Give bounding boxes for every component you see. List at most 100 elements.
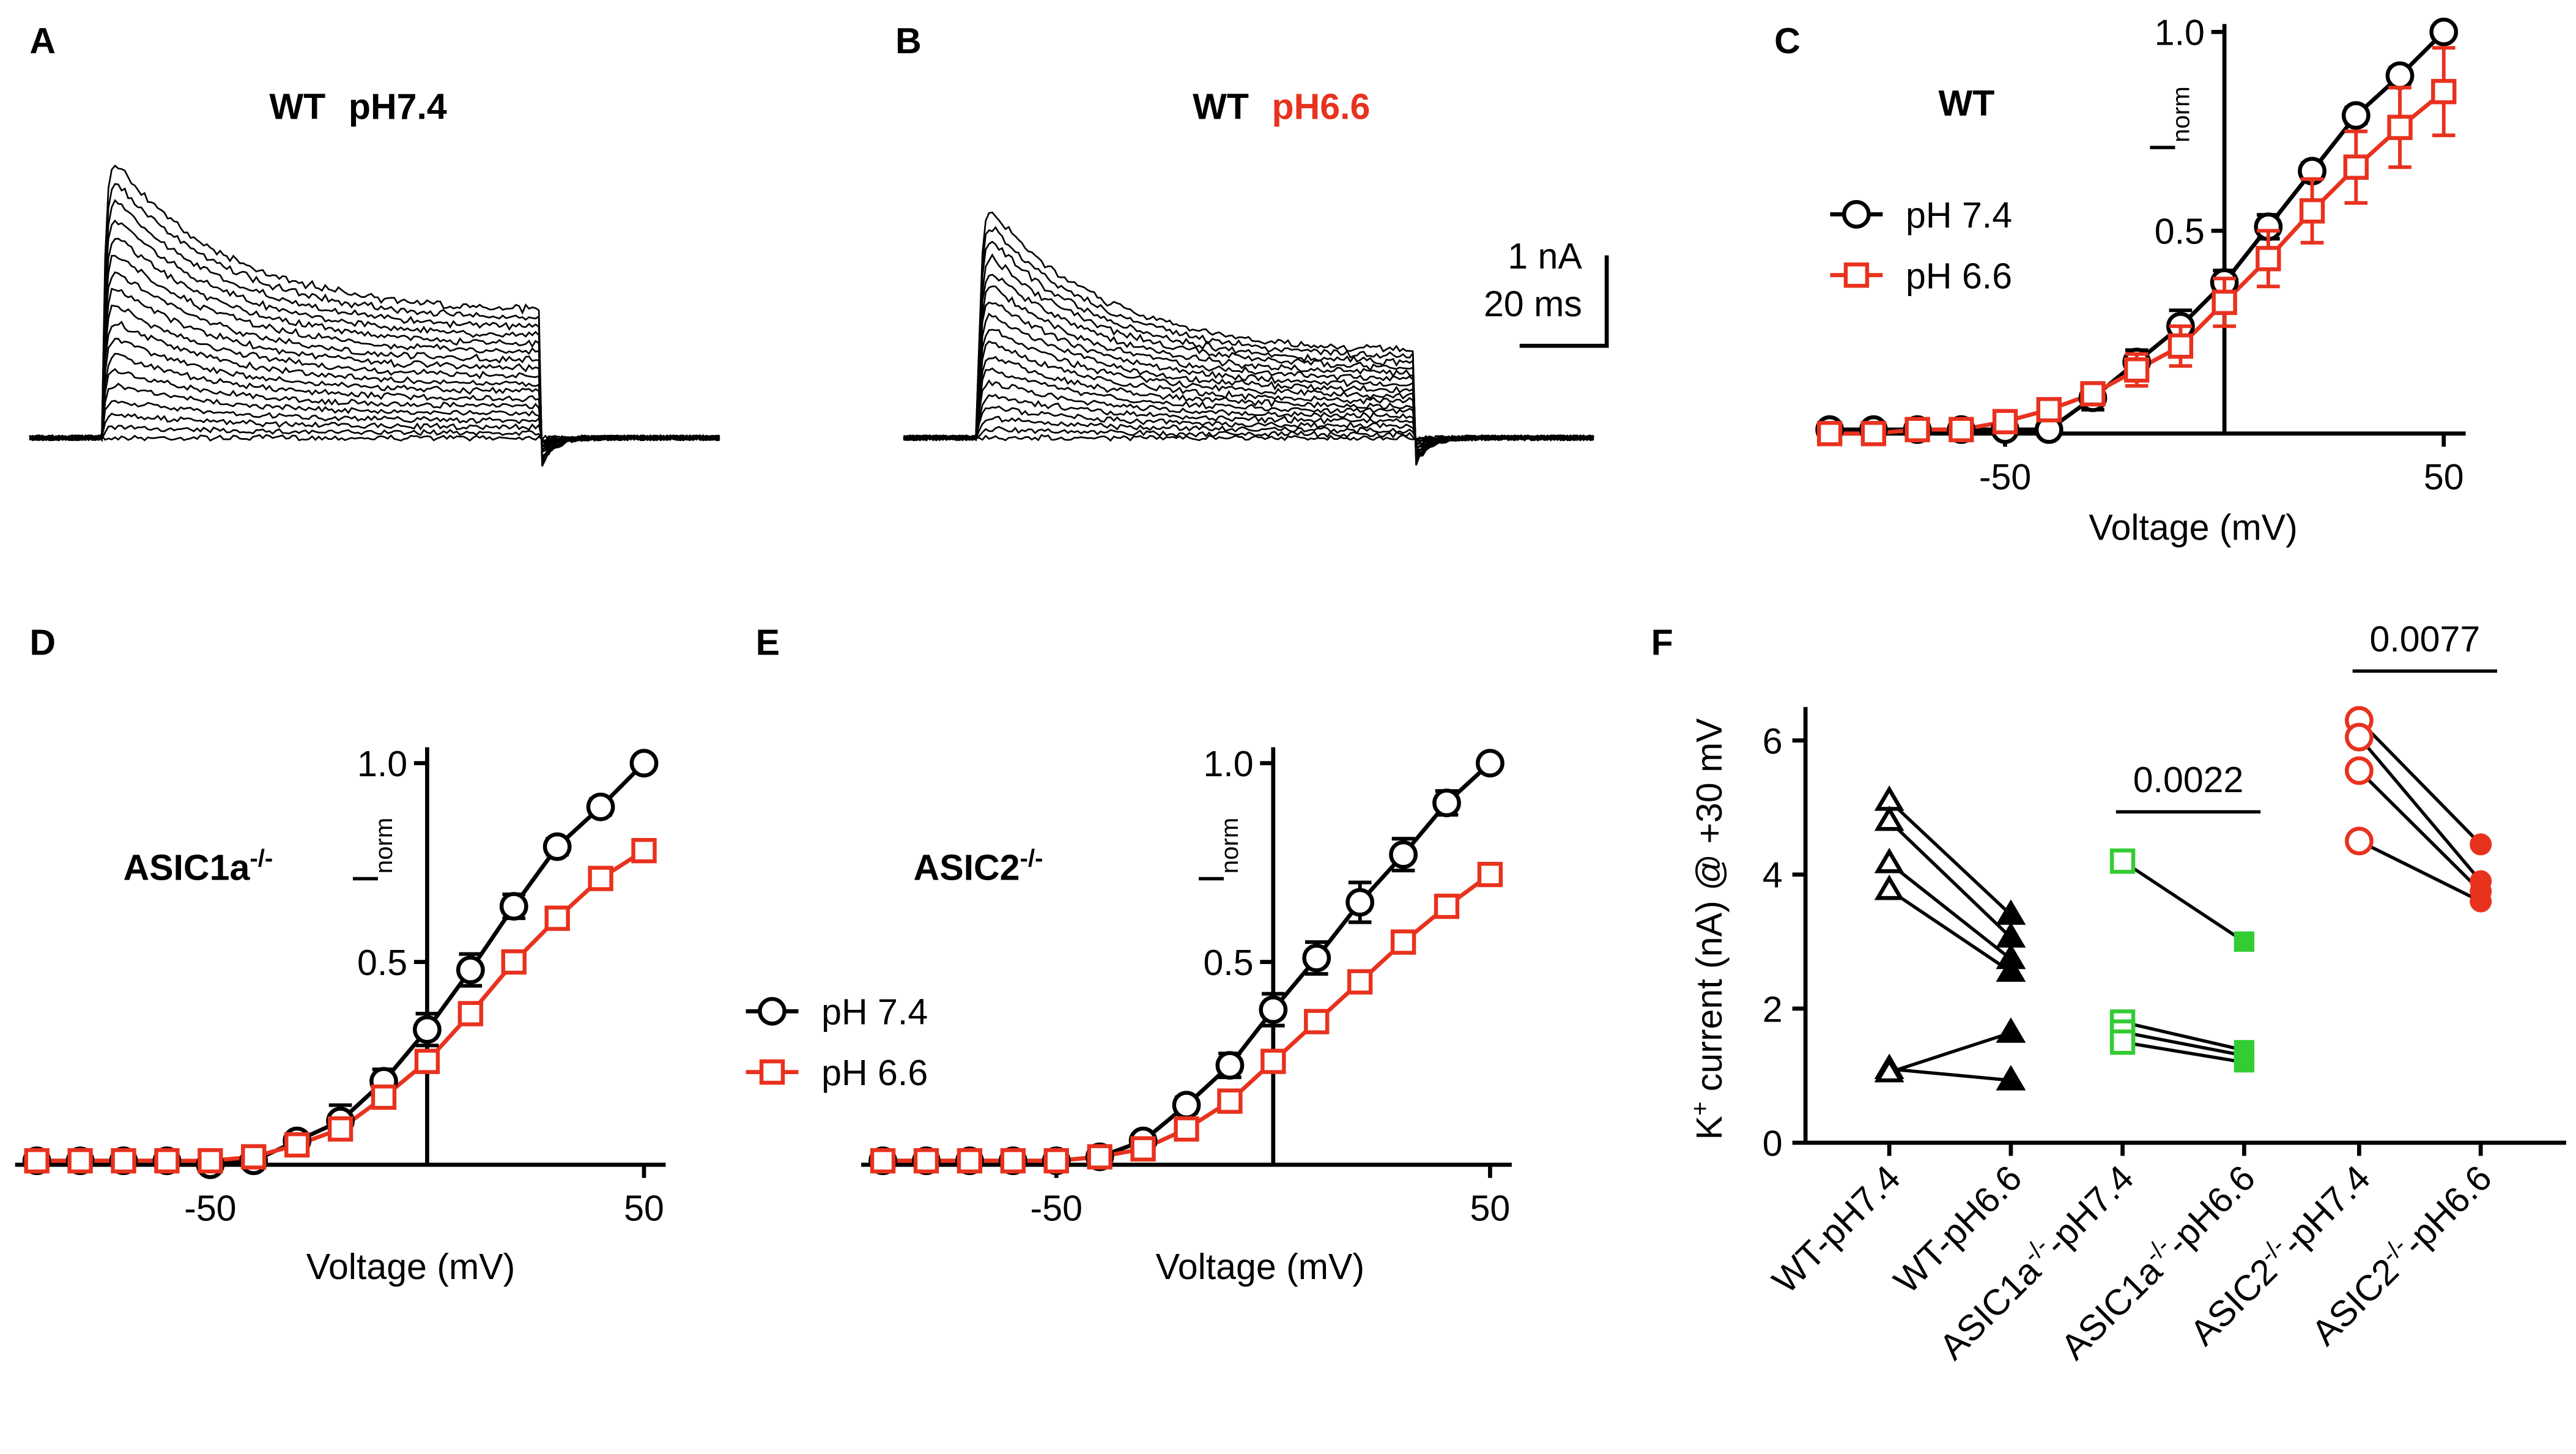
trace bbox=[29, 164, 720, 467]
data-point bbox=[1347, 969, 1373, 995]
data-point bbox=[1904, 417, 1930, 442]
text-part: ASIC2 bbox=[914, 847, 1020, 888]
data-point bbox=[631, 837, 657, 864]
text-part: pH7.4 bbox=[349, 87, 447, 127]
connector bbox=[1888, 861, 2012, 960]
data-point bbox=[1260, 1048, 1286, 1074]
legend-marker bbox=[1842, 200, 1871, 229]
trace bbox=[29, 321, 720, 450]
text-part: WT-pH7.4 bbox=[1764, 1157, 1908, 1301]
data-point bbox=[499, 892, 528, 921]
connector bbox=[2358, 736, 2482, 883]
trace bbox=[29, 237, 720, 461]
y-axis-label: Inorm bbox=[1191, 818, 1243, 884]
data-point bbox=[957, 1148, 983, 1174]
data-point bbox=[1174, 1116, 1199, 1142]
data-point bbox=[67, 1148, 93, 1174]
data-point bbox=[2431, 79, 2457, 105]
scale-bar bbox=[1519, 255, 1609, 348]
text-part: ASIC1a bbox=[1931, 1251, 2048, 1368]
data-point bbox=[501, 949, 527, 975]
data-point bbox=[327, 1116, 353, 1142]
connector bbox=[2358, 719, 2482, 846]
text-part: current (nA) @ +30 mV bbox=[1689, 718, 1730, 1102]
y-tick-label: 6 bbox=[1763, 721, 1783, 762]
y-tick-label: 2 bbox=[1763, 989, 1783, 1029]
x-tick-label: 50 bbox=[2424, 457, 2464, 497]
text-part: + bbox=[1686, 1102, 1714, 1116]
panel-title: ASIC1a-/- bbox=[123, 844, 273, 888]
connector bbox=[2358, 839, 2482, 903]
y-tick-label: 1.0 bbox=[2155, 13, 2205, 53]
data-point bbox=[1043, 1148, 1069, 1174]
data-point bbox=[2385, 61, 2415, 91]
data-point bbox=[371, 1084, 397, 1110]
data-point bbox=[457, 1001, 484, 1026]
connector bbox=[1889, 1067, 2012, 1082]
legend-marker bbox=[1843, 262, 1870, 288]
panel-letter: C bbox=[1774, 21, 1801, 61]
data-point bbox=[2345, 826, 2374, 856]
panel-title: WT pH7.4 bbox=[269, 87, 446, 127]
text-part: I bbox=[2143, 143, 2183, 152]
connector bbox=[1888, 888, 2012, 973]
data-point bbox=[2234, 931, 2255, 952]
text-part: ASIC2 bbox=[2304, 1251, 2406, 1353]
scale-label: 20 ms bbox=[1484, 284, 1582, 324]
trace bbox=[29, 199, 720, 463]
p-value: 0.0077 bbox=[2370, 619, 2481, 659]
data-point bbox=[1949, 417, 1974, 442]
y-tick-label: 0.5 bbox=[357, 943, 407, 983]
y-tick-label: 0.5 bbox=[1203, 943, 1253, 983]
text-part: pH6.6 bbox=[1272, 87, 1371, 127]
data-point bbox=[1996, 1017, 2026, 1043]
panel-letter: A bbox=[29, 21, 56, 61]
x-axis-label: Voltage (mV) bbox=[2089, 507, 2298, 547]
data-point bbox=[2167, 333, 2194, 359]
connector bbox=[1889, 1031, 2012, 1074]
data-point bbox=[1000, 1148, 1026, 1174]
text-part: I bbox=[1191, 874, 1232, 883]
x-tick-label: -50 bbox=[1979, 457, 2031, 497]
panel-letter: B bbox=[895, 21, 922, 61]
y-tick-label: 1.0 bbox=[357, 744, 407, 784]
x-tick-label: 50 bbox=[1470, 1188, 1511, 1228]
data-point bbox=[2345, 722, 2374, 752]
data-point bbox=[1874, 847, 1904, 874]
data-point bbox=[1477, 861, 1503, 888]
data-point bbox=[1345, 888, 1375, 917]
data-point bbox=[2470, 833, 2492, 856]
data-point bbox=[1874, 874, 1904, 900]
x-axis-label: Voltage (mV) bbox=[1156, 1247, 1365, 1287]
data-point bbox=[2341, 101, 2371, 130]
x-tick-label: WT-pH7.4 bbox=[1764, 1157, 1908, 1301]
legend-label: pH 7.4 bbox=[821, 992, 928, 1033]
data-point bbox=[111, 1148, 136, 1174]
data-point bbox=[2109, 848, 2136, 874]
data-point bbox=[2345, 756, 2374, 785]
data-point bbox=[542, 832, 572, 861]
data-point bbox=[414, 1048, 440, 1074]
trace bbox=[903, 240, 1594, 464]
data-point bbox=[913, 1148, 939, 1174]
data-point bbox=[1434, 893, 1460, 919]
connector bbox=[1888, 820, 2012, 939]
text-part: WT bbox=[1193, 87, 1249, 127]
text-part: WT bbox=[1938, 83, 1994, 124]
text-part: -pH7.4 bbox=[2036, 1157, 2141, 1263]
data-point bbox=[1087, 1144, 1112, 1170]
trace bbox=[29, 254, 720, 458]
data-point bbox=[1217, 1088, 1243, 1114]
text-part: -pH6.6 bbox=[2394, 1157, 2500, 1263]
scale-label: 1 nA bbox=[1508, 236, 1582, 276]
data-point bbox=[1259, 995, 1288, 1025]
p-value: 0.0022 bbox=[2133, 760, 2244, 800]
data-point bbox=[2256, 246, 2281, 272]
trace bbox=[903, 211, 1594, 466]
trace bbox=[29, 382, 720, 444]
data-point bbox=[1996, 1065, 2026, 1091]
data-point bbox=[2234, 1052, 2255, 1073]
data-point bbox=[2124, 357, 2150, 383]
x-tick-label: 50 bbox=[624, 1188, 664, 1228]
data-point bbox=[1432, 788, 1461, 817]
